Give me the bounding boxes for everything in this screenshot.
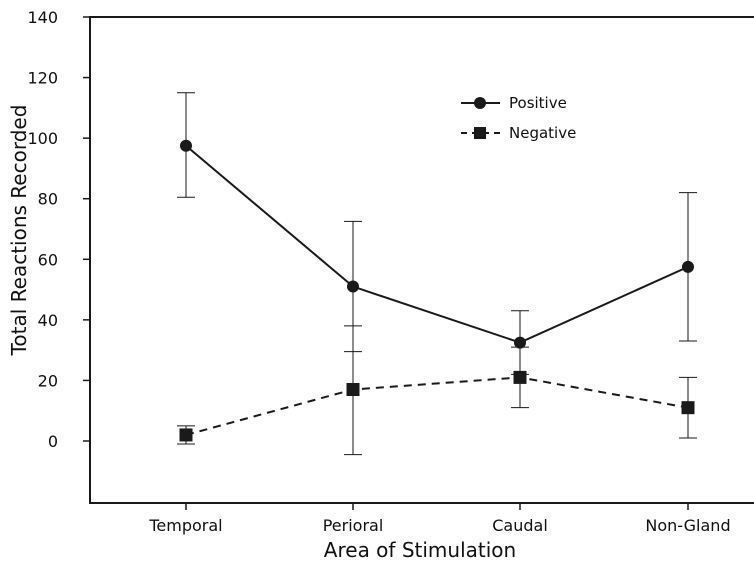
series-line-negative (185, 376, 689, 436)
series-layer (177, 92, 697, 456)
legend-label-negative: Negative (509, 124, 576, 142)
y-tick-label-60: 60 (38, 250, 58, 269)
point-negative-2 (513, 370, 527, 384)
x-axis: Temporal Perioral Caudal Non-Gland (148, 503, 731, 535)
x-axis-title: Area of Stimulation (324, 538, 516, 562)
point-negative-0 (179, 428, 193, 442)
x-tick-label-3: Non-Gland (645, 516, 730, 535)
x-tick-label-0: Temporal (148, 516, 222, 535)
y-tick-label-0: 0 (48, 432, 58, 451)
point-positive-3 (682, 260, 694, 273)
legend-marker-negative (474, 127, 486, 139)
legend-label-positive: Positive (509, 94, 567, 112)
y-axis-title: Total Reactions Recorded (7, 105, 31, 357)
series-negative (177, 325, 697, 456)
x-tick-label-1: Perioral (323, 516, 384, 535)
y-tick-label-80: 80 (38, 190, 58, 209)
series-line-positive (185, 144, 689, 344)
series-positive (177, 92, 697, 375)
y-axis: 0 20 40 60 80 100 120 140 (27, 8, 90, 451)
x-tick-label-2: Caudal (492, 516, 548, 535)
y-tick-label-100: 100 (27, 129, 58, 148)
y-tick-label-20: 20 (38, 371, 58, 390)
legend-marker-positive (474, 97, 486, 109)
point-positive-2 (514, 336, 526, 349)
point-negative-3 (681, 401, 695, 415)
y-tick-label-140: 140 (27, 8, 58, 27)
point-negative-1 (346, 383, 360, 397)
legend: Positive Negative (461, 94, 576, 142)
y-tick-label-120: 120 (27, 69, 58, 88)
point-positive-1 (347, 280, 359, 293)
point-positive-0 (180, 139, 192, 152)
y-tick-label-40: 40 (38, 311, 58, 330)
